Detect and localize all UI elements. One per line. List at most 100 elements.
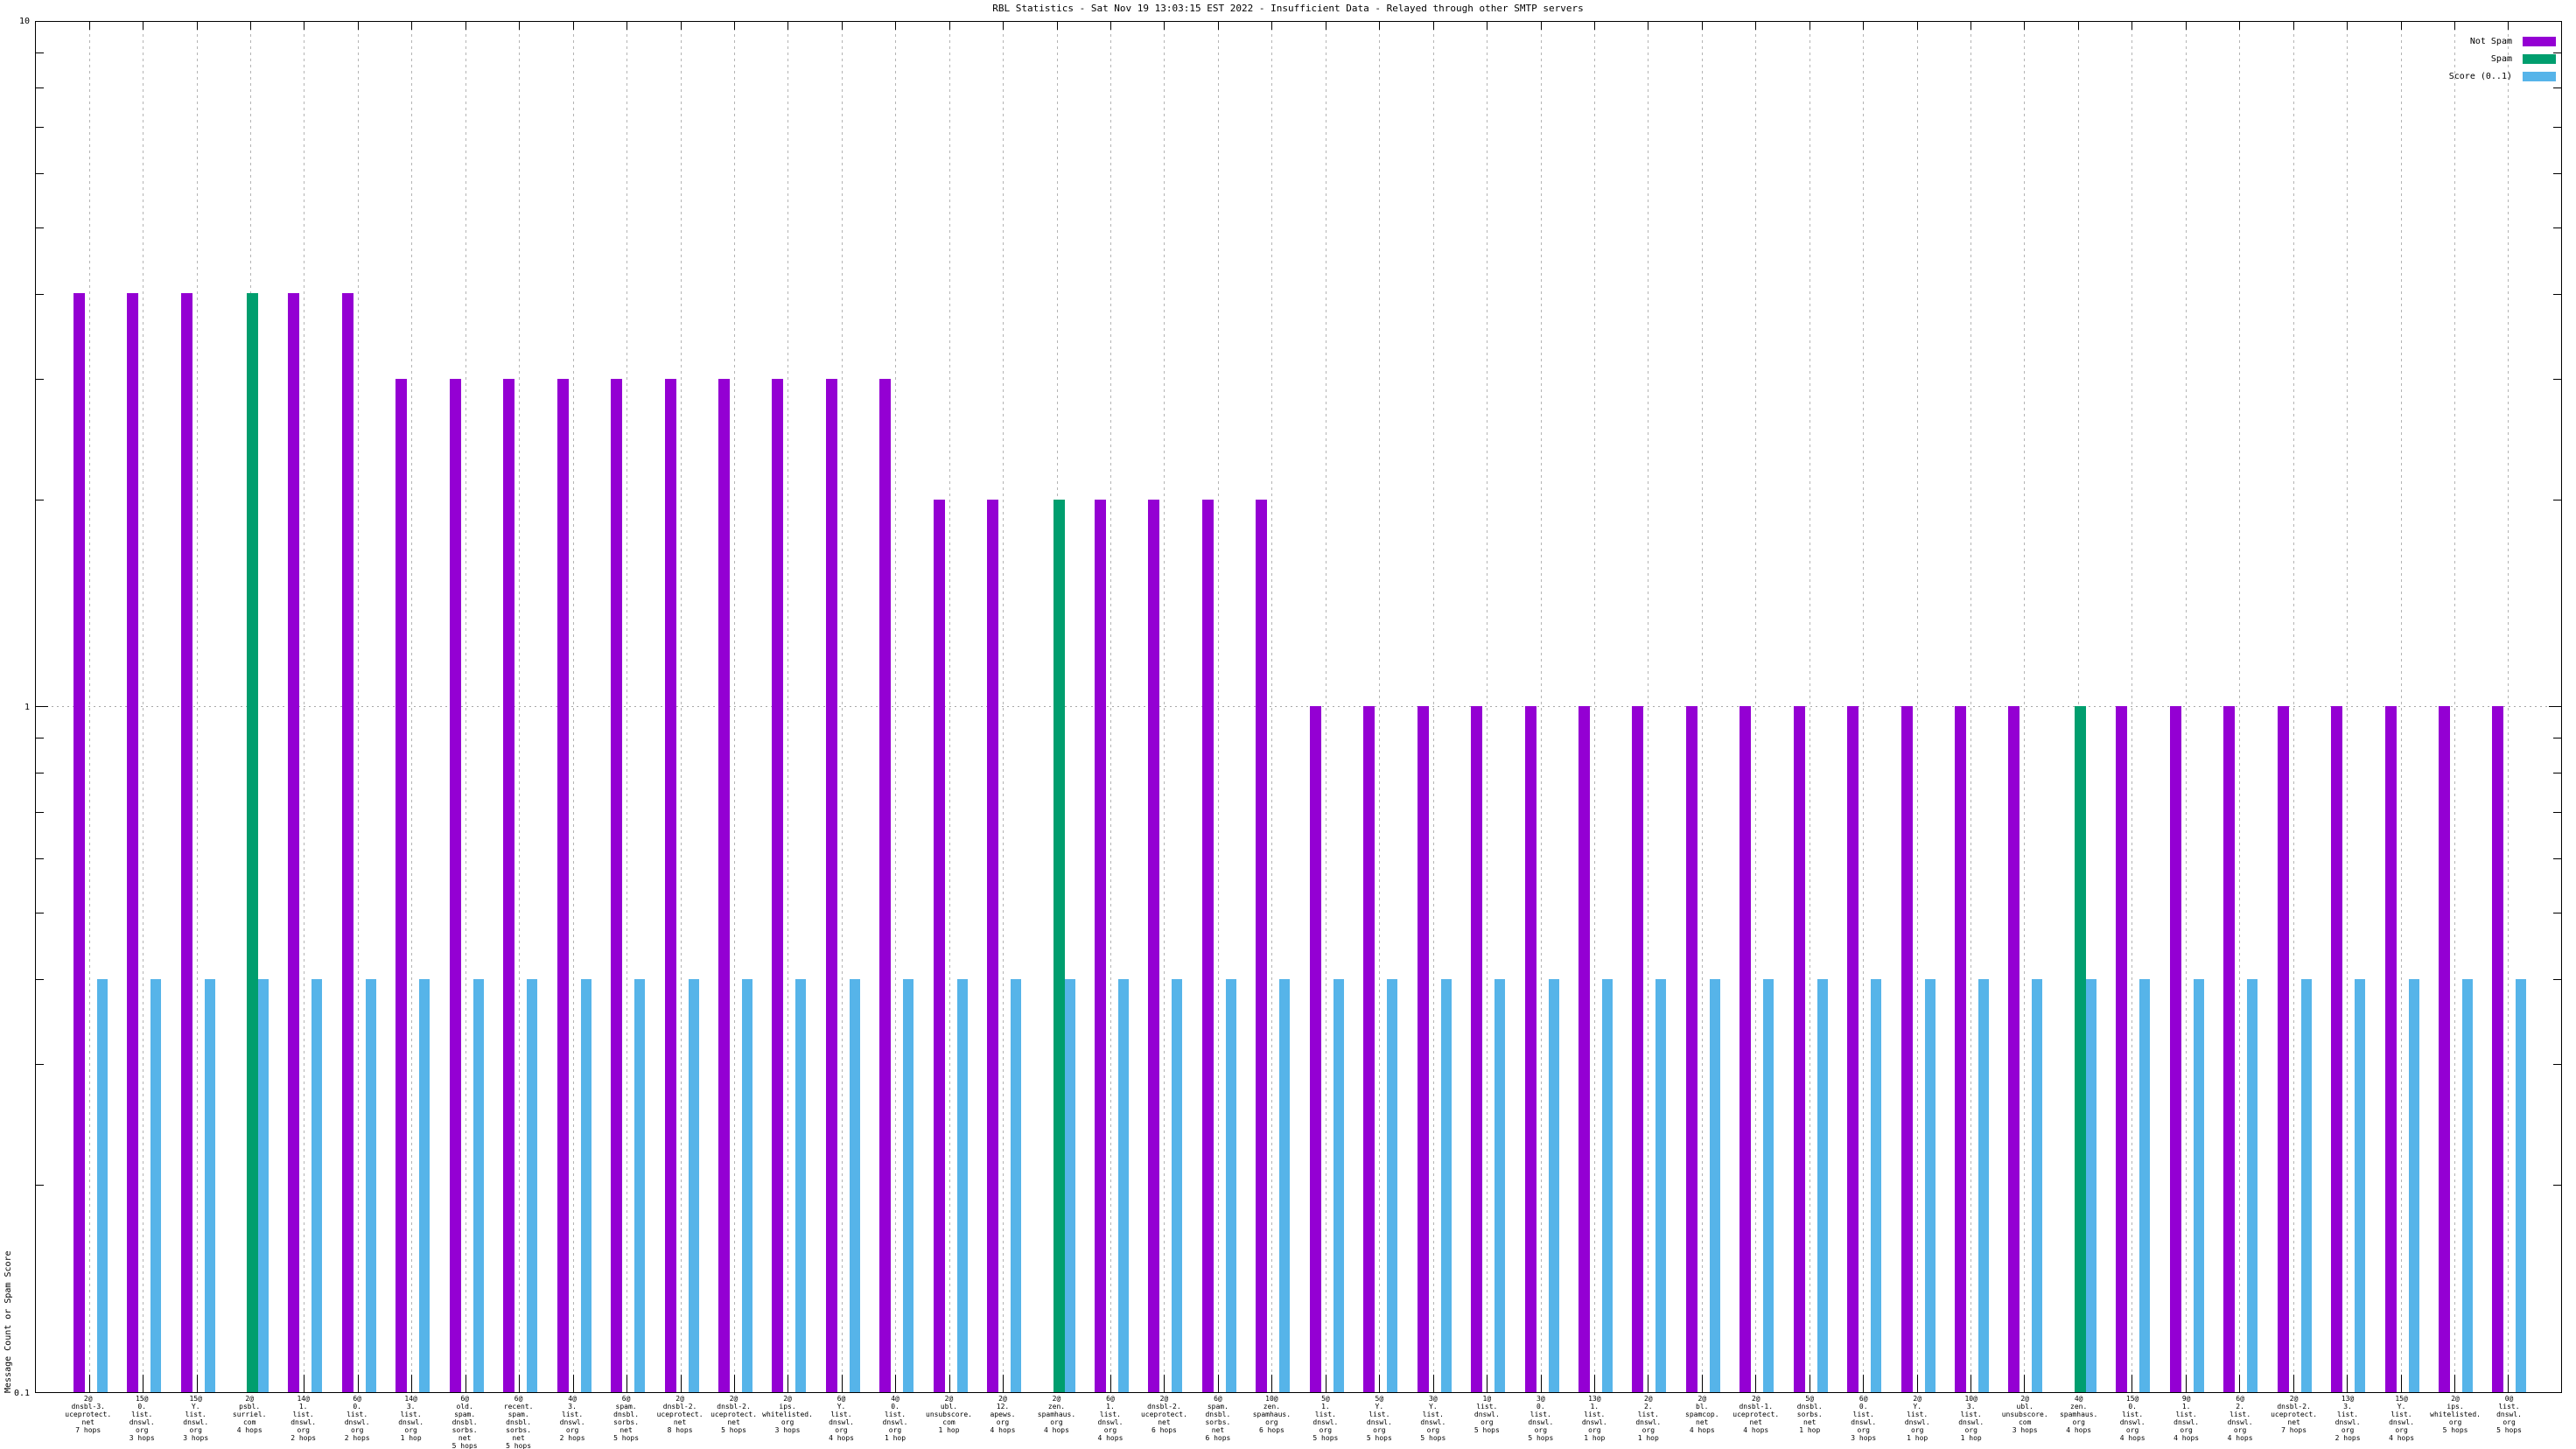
score-bar bbox=[2516, 979, 2527, 1392]
x-tick-label: 2@ ips. whitelisted. org 5 hops bbox=[2430, 1395, 2481, 1434]
chart-title: RBL Statistics - Sat Nov 19 13:03:15 EST… bbox=[992, 3, 1584, 14]
x-tick-label: 6@ 2. list. dnswl. org 4 hops bbox=[2227, 1395, 2253, 1442]
vertical-gridline bbox=[2292, 22, 2294, 1392]
bar-group bbox=[2374, 22, 2427, 1392]
y-minor-tick-right bbox=[2553, 1185, 2561, 1186]
bar-group bbox=[1460, 22, 1513, 1392]
not-spam-bar bbox=[1095, 500, 1107, 1392]
not-spam-bar bbox=[556, 379, 569, 1392]
x-tick-top bbox=[1110, 22, 1112, 30]
x-tick-top bbox=[626, 22, 628, 30]
x-tick-bottom bbox=[2400, 1375, 2402, 1392]
score-bar bbox=[1924, 979, 1936, 1392]
y-major-tick-left bbox=[36, 706, 48, 707]
x-tick-top bbox=[1164, 22, 1166, 30]
x-tick-bottom bbox=[519, 1375, 521, 1392]
score-bar bbox=[258, 979, 270, 1392]
x-tick-bottom bbox=[1540, 1375, 1542, 1392]
bar-group bbox=[1675, 22, 1728, 1392]
score-bar bbox=[1333, 979, 1344, 1392]
bar-group bbox=[116, 22, 169, 1392]
not-spam-bar bbox=[2384, 706, 2397, 1392]
not-spam-bar bbox=[127, 293, 139, 1392]
x-tick-bottom bbox=[1593, 1375, 1595, 1392]
x-tick-bottom bbox=[1003, 1375, 1004, 1392]
bar-group bbox=[922, 22, 976, 1392]
vertical-gridline bbox=[1164, 22, 1166, 1392]
not-spam-bar bbox=[2223, 706, 2236, 1392]
bar-group bbox=[869, 22, 922, 1392]
bars-row bbox=[36, 22, 2561, 1392]
spam-bar bbox=[2074, 706, 2086, 1392]
vertical-gridline bbox=[2185, 22, 2187, 1392]
bar-group bbox=[1836, 22, 1889, 1392]
vertical-gridline bbox=[357, 22, 359, 1392]
not-spam-bar bbox=[1793, 706, 1805, 1392]
vertical-gridline bbox=[88, 22, 90, 1392]
legend: Not Spam Spam Score (0..1) bbox=[2449, 32, 2556, 85]
x-tick-top bbox=[948, 22, 950, 30]
x-tick-bottom bbox=[1271, 1375, 1273, 1392]
vertical-gridline bbox=[196, 22, 198, 1392]
plot-area: Not Spam Spam Score (0..1) bbox=[35, 21, 2562, 1393]
x-tick-top bbox=[1755, 22, 1757, 30]
x-tick-label: 14@ 1. list. dnswl. org 2 hops bbox=[290, 1395, 317, 1442]
x-tick-bottom bbox=[196, 1375, 198, 1392]
not-spam-bar bbox=[73, 293, 85, 1392]
spam-bar bbox=[1053, 500, 1065, 1392]
x-tick-bottom bbox=[1701, 1375, 1703, 1392]
bar-group bbox=[815, 22, 868, 1392]
score-bar bbox=[150, 979, 162, 1392]
bar-group bbox=[223, 22, 276, 1392]
not-spam-bar bbox=[611, 379, 623, 1392]
bar-group bbox=[62, 22, 116, 1392]
not-spam-bar bbox=[879, 379, 892, 1392]
not-spam-bar bbox=[180, 293, 192, 1392]
x-tick-top bbox=[2024, 22, 2026, 30]
x-tick-label: 3@ Y. list. dnswl. org 5 hops bbox=[1420, 1395, 1446, 1442]
x-tick-label: 6@ 0. list. dnswl. org 3 hops bbox=[1851, 1395, 1877, 1442]
vertical-gridline bbox=[1593, 22, 1595, 1392]
x-tick-label: 6@ Y. list. dnswl. org 4 hops bbox=[829, 1395, 854, 1442]
y-minor-tick-right bbox=[2553, 172, 2561, 174]
x-tick-bottom bbox=[2454, 1375, 2455, 1392]
not-spam-bar bbox=[1955, 706, 1967, 1392]
bar-group bbox=[2213, 22, 2266, 1392]
vertical-gridline bbox=[2347, 22, 2348, 1392]
gridline-y1 bbox=[36, 706, 2561, 707]
bar-group bbox=[707, 22, 760, 1392]
not-spam-bar bbox=[1524, 706, 1536, 1392]
vertical-gridline bbox=[519, 22, 521, 1392]
x-tick-top bbox=[2292, 22, 2294, 30]
bar-group bbox=[2159, 22, 2212, 1392]
bar-group bbox=[1245, 22, 1298, 1392]
score-bar bbox=[1494, 979, 1506, 1392]
x-tick-top bbox=[1379, 22, 1381, 30]
score-bar bbox=[419, 979, 430, 1392]
x-tick-top bbox=[1701, 22, 1703, 30]
x-tick-label: 2@ dnsbl-1. uceprotect. net 4 hops bbox=[1732, 1395, 1780, 1434]
vertical-gridline bbox=[680, 22, 682, 1392]
not-spam-bar bbox=[1632, 706, 1644, 1392]
bar-group bbox=[2320, 22, 2373, 1392]
vertical-gridline bbox=[2024, 22, 2026, 1392]
not-spam-bar bbox=[288, 293, 300, 1392]
x-tick-bottom bbox=[88, 1375, 90, 1392]
x-tick-label: 2@ ubl. unsubscore. com 1 hop bbox=[926, 1395, 972, 1434]
x-tick-top bbox=[1003, 22, 1004, 30]
y-minor-tick-right bbox=[2553, 52, 2561, 53]
score-bar bbox=[1871, 979, 1882, 1392]
score-bar bbox=[1548, 979, 1559, 1392]
not-spam-bar bbox=[772, 379, 784, 1392]
x-tick-bottom bbox=[2508, 1375, 2510, 1392]
x-tick-label: 6@ 1. list. dnswl. org 4 hops bbox=[1097, 1395, 1124, 1442]
y-minor-tick-left bbox=[36, 293, 44, 295]
x-tick-label: 5@ Y. list. dnswl. org 5 hops bbox=[1366, 1395, 1392, 1442]
vertical-gridline bbox=[1755, 22, 1757, 1392]
x-tick-top bbox=[2077, 22, 2079, 30]
vertical-gridline bbox=[1379, 22, 1381, 1392]
bar-group bbox=[1083, 22, 1137, 1392]
x-tick-top bbox=[1593, 22, 1595, 30]
x-tick-label: 6@ spam. dnsbl. sorbs. net 5 hops bbox=[613, 1395, 640, 1442]
